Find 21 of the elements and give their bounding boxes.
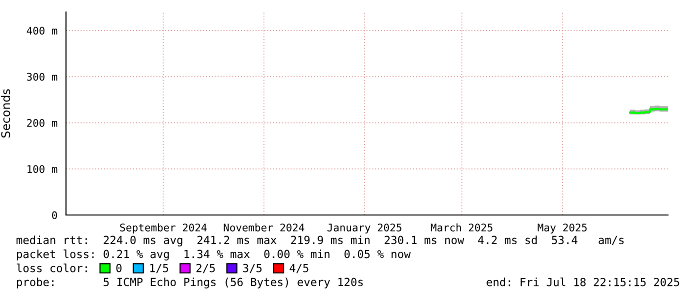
x-tick-label: March 2025 (430, 223, 492, 232)
x-tick-label: January 2025 (327, 224, 402, 234)
text: loss color: (16, 264, 87, 272)
x-tick-label: May 2025 (538, 224, 587, 234)
legend-label: 0 (116, 264, 122, 272)
legend-label: 3/5 (243, 264, 262, 274)
y-tick-label: 100 m (28, 165, 58, 173)
legend-label: 1/5 (150, 264, 168, 274)
text: end: Fri Jul 18 22:15:15 2025 (486, 278, 680, 286)
y-tick-label: 0 (52, 211, 57, 220)
text: packet loss: 0.21 % avg 1.34 % max 0.00 % min 0.05 % now (17, 250, 411, 260)
text: median rtt: 224.0 ms avg 241.2 ms max 219.9 ms min 230.1 ms now 4.2 ms sd 53.4 am/s (16, 236, 624, 246)
legend-label: 2/5 (196, 264, 215, 274)
y-tick-label: 400 m (26, 26, 58, 35)
y-tick-label: 200 m (27, 118, 58, 127)
y-axis-title: Seconds (0, 89, 10, 138)
x-tick-label: November 2024 (224, 223, 304, 232)
x-tick-label: September 2024 (120, 223, 207, 234)
y-tick-label: 300 m (27, 72, 58, 81)
legend-label: 4/5 (290, 264, 308, 274)
text: probe: 5 ICMP Echo Pings (56 Bytes) every 120s (17, 278, 363, 288)
